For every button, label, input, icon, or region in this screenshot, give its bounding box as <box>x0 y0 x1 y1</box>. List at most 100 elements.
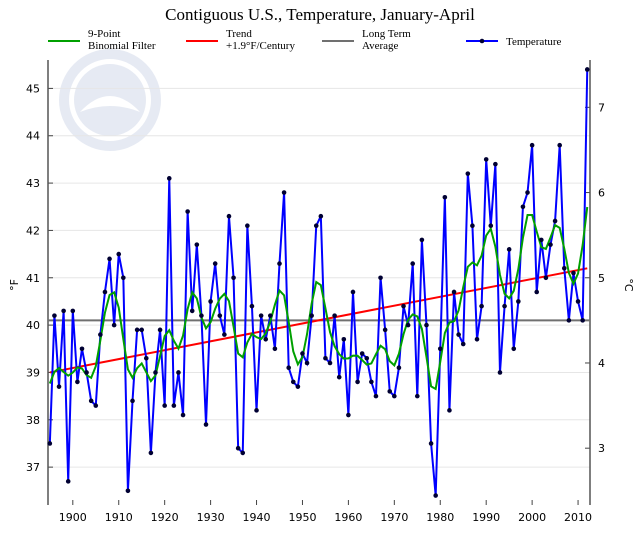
temperature-point <box>580 318 585 323</box>
temperature-point <box>98 332 103 337</box>
temperature-point <box>240 450 246 456</box>
temperature-point <box>456 332 461 337</box>
temperature-point <box>130 398 135 404</box>
temperature-point <box>520 204 526 210</box>
temperature-point <box>148 450 154 456</box>
temperature-point <box>258 313 264 318</box>
legend-label: 9-Point <box>88 28 120 40</box>
temperature-point <box>543 275 549 281</box>
temperature-point <box>281 190 287 195</box>
temperature-point <box>79 346 85 352</box>
temperature-point <box>529 142 535 148</box>
temperature-point <box>433 493 438 498</box>
temperature-point <box>61 308 66 314</box>
temperature-point <box>575 299 581 304</box>
y-right-tick-label: 6 <box>598 187 605 200</box>
x-tick-label: 1990 <box>472 511 500 524</box>
temperature-point <box>373 393 379 399</box>
temperature-point <box>424 322 429 328</box>
legend-label: Long Term <box>362 28 411 40</box>
temperature-point <box>194 242 200 247</box>
temperature-point <box>465 171 471 176</box>
temperature-point <box>539 237 544 243</box>
temperature-point <box>162 403 167 408</box>
temperature-point <box>488 223 494 228</box>
temperature-point <box>185 209 190 214</box>
temperature-point <box>125 488 131 494</box>
y-tick-label: 40 <box>26 319 40 332</box>
temperature-point <box>180 412 186 418</box>
temperature-point <box>313 223 319 228</box>
temperature-point <box>483 157 489 162</box>
temperature-point <box>102 289 108 295</box>
temperature-point <box>405 322 411 328</box>
legend-label: +1.9°F/Century <box>226 40 295 52</box>
temperature-point <box>171 403 177 408</box>
temperature-point <box>442 194 448 200</box>
x-tick-label: 1910 <box>105 511 133 524</box>
temperature-point <box>176 370 181 375</box>
temperature-point <box>571 270 576 276</box>
x-tick-label: 1920 <box>151 511 179 524</box>
temperature-point <box>166 176 172 181</box>
temperature-point <box>235 445 241 451</box>
temperature-point <box>561 265 567 271</box>
temperature-point <box>332 313 337 318</box>
temperature-point <box>217 313 223 318</box>
legend-label: Temperature <box>506 36 562 48</box>
x-tick-label: 1960 <box>334 511 362 524</box>
temperature-point <box>212 261 218 266</box>
temperature-point <box>75 379 80 385</box>
temperature-point <box>107 256 112 262</box>
x-tick-label: 1930 <box>197 511 225 524</box>
legend-item-temperature: Temperature <box>466 36 562 48</box>
chart-title: Contiguous U.S., Temperature, January-Ap… <box>165 5 475 24</box>
temperature-point <box>410 261 416 266</box>
x-tick-label: 1950 <box>288 511 316 524</box>
y-right-tick-label: 3 <box>598 442 605 455</box>
temperature-point <box>470 223 475 228</box>
temperature-point <box>451 289 457 295</box>
binomial-filter-line <box>48 206 589 391</box>
temperature-point <box>336 374 342 380</box>
temperature-point <box>157 327 163 333</box>
temperature-point <box>327 360 333 366</box>
temperature-point <box>525 190 530 195</box>
temperature-point <box>566 318 572 323</box>
temperature-point <box>52 313 57 318</box>
temperature-point <box>447 408 452 413</box>
temperature-point <box>199 313 204 318</box>
y-axis-label-f: °F <box>8 279 21 291</box>
y-tick-label: 42 <box>26 224 40 237</box>
temperature-point <box>437 346 443 352</box>
temperature-point <box>249 303 255 309</box>
legend-marker <box>479 38 485 44</box>
temperature-point <box>392 393 397 399</box>
series <box>47 67 590 498</box>
temperature-point <box>295 384 301 389</box>
x-tick-label: 1980 <box>426 511 454 524</box>
temperature-point <box>268 313 273 318</box>
temperature-point <box>70 308 76 314</box>
temperature-point <box>116 251 122 257</box>
y-tick-label: 37 <box>26 461 40 474</box>
x-tick-label: 1940 <box>243 511 271 524</box>
temperature-point <box>318 213 324 219</box>
temperature-point <box>479 303 484 309</box>
temperature-point <box>56 384 62 389</box>
noaa-logo-watermark <box>59 49 161 151</box>
x-tick-label: 1970 <box>380 511 408 524</box>
y-right-tick-label: 7 <box>598 101 605 114</box>
temperature-point <box>428 441 434 446</box>
temperature-point <box>359 351 365 356</box>
temperature-point <box>226 213 232 219</box>
temperature-point <box>350 289 356 295</box>
temperature-point <box>557 142 562 148</box>
temperature-point <box>460 341 466 347</box>
temperature-point <box>304 360 310 366</box>
temperature-point <box>208 299 213 304</box>
temperature-point <box>548 242 553 247</box>
temperature-point <box>497 370 503 375</box>
